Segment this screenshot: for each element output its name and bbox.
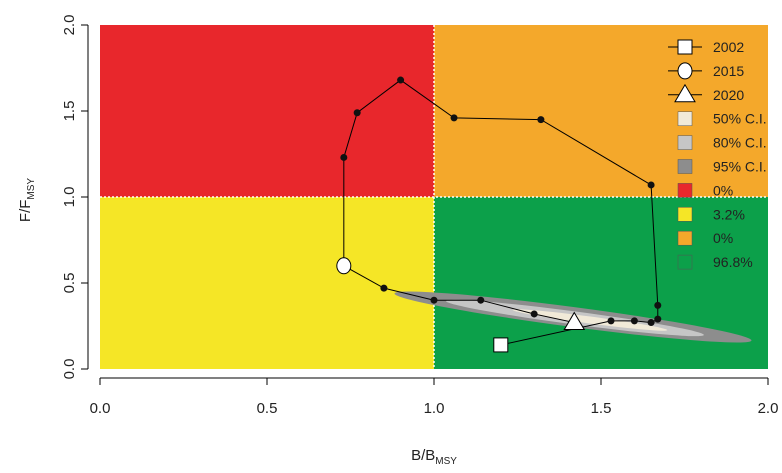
x-tick-label: 0.5 <box>257 400 278 417</box>
legend-marker <box>677 62 693 80</box>
y-axis-label: F/FMSY <box>17 178 37 223</box>
marker-dot <box>607 317 615 325</box>
y-tick-label: 0.5 <box>61 273 78 294</box>
legend-label: 3.2% <box>713 206 745 222</box>
plot <box>336 76 662 353</box>
marker-dot <box>530 310 538 318</box>
quadrant <box>100 197 434 369</box>
marker-dot <box>537 116 545 124</box>
y-label-sub: MSY <box>26 178 37 200</box>
x-label-sub: MSY <box>435 456 457 467</box>
y-tick-label: 1.0 <box>61 187 78 208</box>
quadrant <box>434 25 768 197</box>
marker-dot <box>353 109 361 117</box>
x-label-main: B/B <box>411 447 435 464</box>
confidence-region <box>512 309 668 331</box>
x-tick-label: 0.0 <box>90 400 111 417</box>
legend-label: 0% <box>713 230 733 246</box>
marker-dot <box>380 284 388 292</box>
legend-label: 2002 <box>713 39 744 55</box>
quadrant <box>100 25 434 197</box>
legend-marker <box>674 83 696 103</box>
marker-dot <box>340 153 348 161</box>
y-label-main: F/F <box>17 200 34 223</box>
legend-swatch <box>677 183 693 198</box>
legend-label: 2015 <box>713 63 744 79</box>
marker-dot <box>647 181 655 189</box>
marker-dot <box>397 76 405 84</box>
marker-dot <box>430 296 438 304</box>
marker-dot <box>477 296 485 304</box>
marker-dot <box>450 114 458 122</box>
marker-dot <box>630 317 638 325</box>
marker-dot <box>654 315 662 323</box>
legend-swatch <box>677 230 693 246</box>
quadrants <box>100 25 768 369</box>
y-tick-label: 1.5 <box>61 101 78 122</box>
x-tick-label: 2.0 <box>758 400 779 417</box>
legend-label: 0% <box>713 182 733 198</box>
y-tick-label: 2.0 <box>61 15 78 36</box>
legend-label: 80% C.I. <box>713 135 767 151</box>
x-tick-label: 1.5 <box>591 400 612 417</box>
legend-swatch <box>677 135 693 150</box>
marker-circle <box>336 257 352 275</box>
marker-dot <box>647 319 655 327</box>
x-tick-label: 1.0 <box>424 400 445 417</box>
legend-swatch <box>677 207 693 222</box>
legend-swatch <box>677 254 693 270</box>
x-axis-label: B/BMSY <box>411 447 457 467</box>
y-tick-label: 0.0 <box>61 359 78 380</box>
legend-swatch <box>677 159 693 174</box>
marker-square <box>493 337 509 353</box>
legend-label: 96.8% <box>713 254 753 270</box>
quadrant <box>434 197 768 369</box>
legend-label: 95% C.I. <box>713 159 767 175</box>
legend-marker <box>677 39 693 55</box>
legend-label: 2020 <box>713 87 744 103</box>
legend-label: 50% C.I. <box>713 111 767 127</box>
legend-swatch <box>677 111 693 126</box>
marker-triangle <box>563 311 586 331</box>
marker-dot <box>654 301 662 309</box>
